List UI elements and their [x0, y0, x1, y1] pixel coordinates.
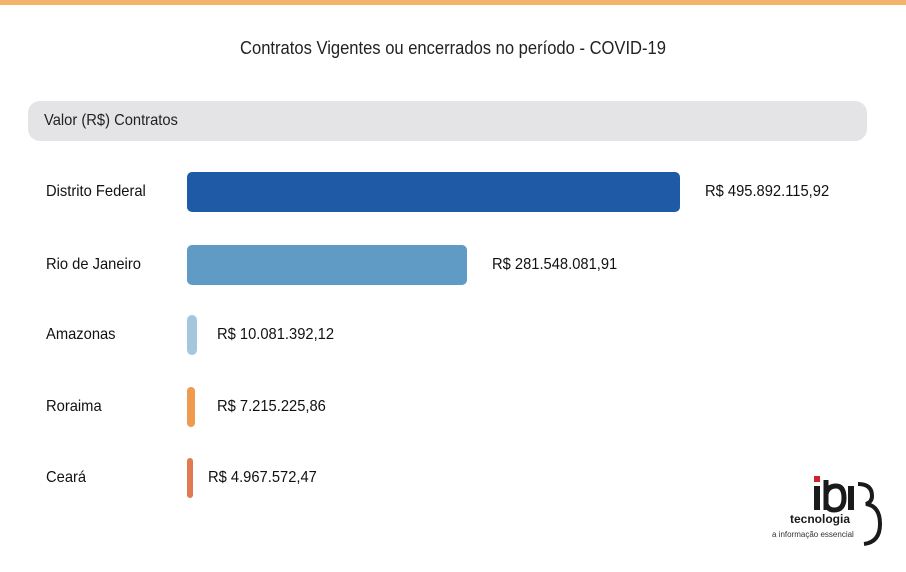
category-label: Rio de Janeiro [46, 256, 141, 273]
category-label: Amazonas [46, 326, 116, 343]
bar [187, 245, 467, 285]
category-label: Distrito Federal [46, 183, 146, 200]
bar [187, 458, 194, 498]
logo-tagline: a informação essencial [772, 530, 854, 539]
bar-row: Rio de Janeiro R$ 281.548.081,91 [0, 244, 906, 286]
series-header: Valor (R$) Contratos [28, 101, 867, 141]
value-label: R$ 10.081.392,12 [217, 326, 335, 343]
bar [187, 315, 198, 355]
category-label: Roraima [46, 398, 102, 415]
chart-title: Contratos Vigentes ou encerrados no perí… [240, 38, 666, 58]
value-label: R$ 7.215.225,86 [217, 398, 326, 415]
bar-row: Roraima R$ 7.215.225,86 [0, 386, 906, 428]
top-accent-bar [0, 0, 906, 5]
value-label: R$ 4.967.572,47 [208, 469, 317, 486]
bar-row: Ceará R$ 4.967.572,47 [0, 457, 906, 499]
bar-row: Distrito Federal R$ 495.892.115,92 [0, 171, 906, 213]
bar-row: Amazonas R$ 10.081.392,12 [0, 314, 906, 356]
value-label: R$ 495.892.115,92 [705, 183, 830, 200]
category-label: Ceará [46, 469, 87, 486]
logo-name: tecnologia [790, 512, 851, 526]
ibi-logo: tecnologia a informação essencial [768, 474, 894, 550]
series-header-label: Valor (R$) Contratos [44, 112, 178, 129]
bar [187, 172, 680, 212]
bar [187, 387, 196, 427]
logo-mark-icon [814, 476, 883, 546]
value-label: R$ 281.548.081,91 [491, 256, 618, 273]
